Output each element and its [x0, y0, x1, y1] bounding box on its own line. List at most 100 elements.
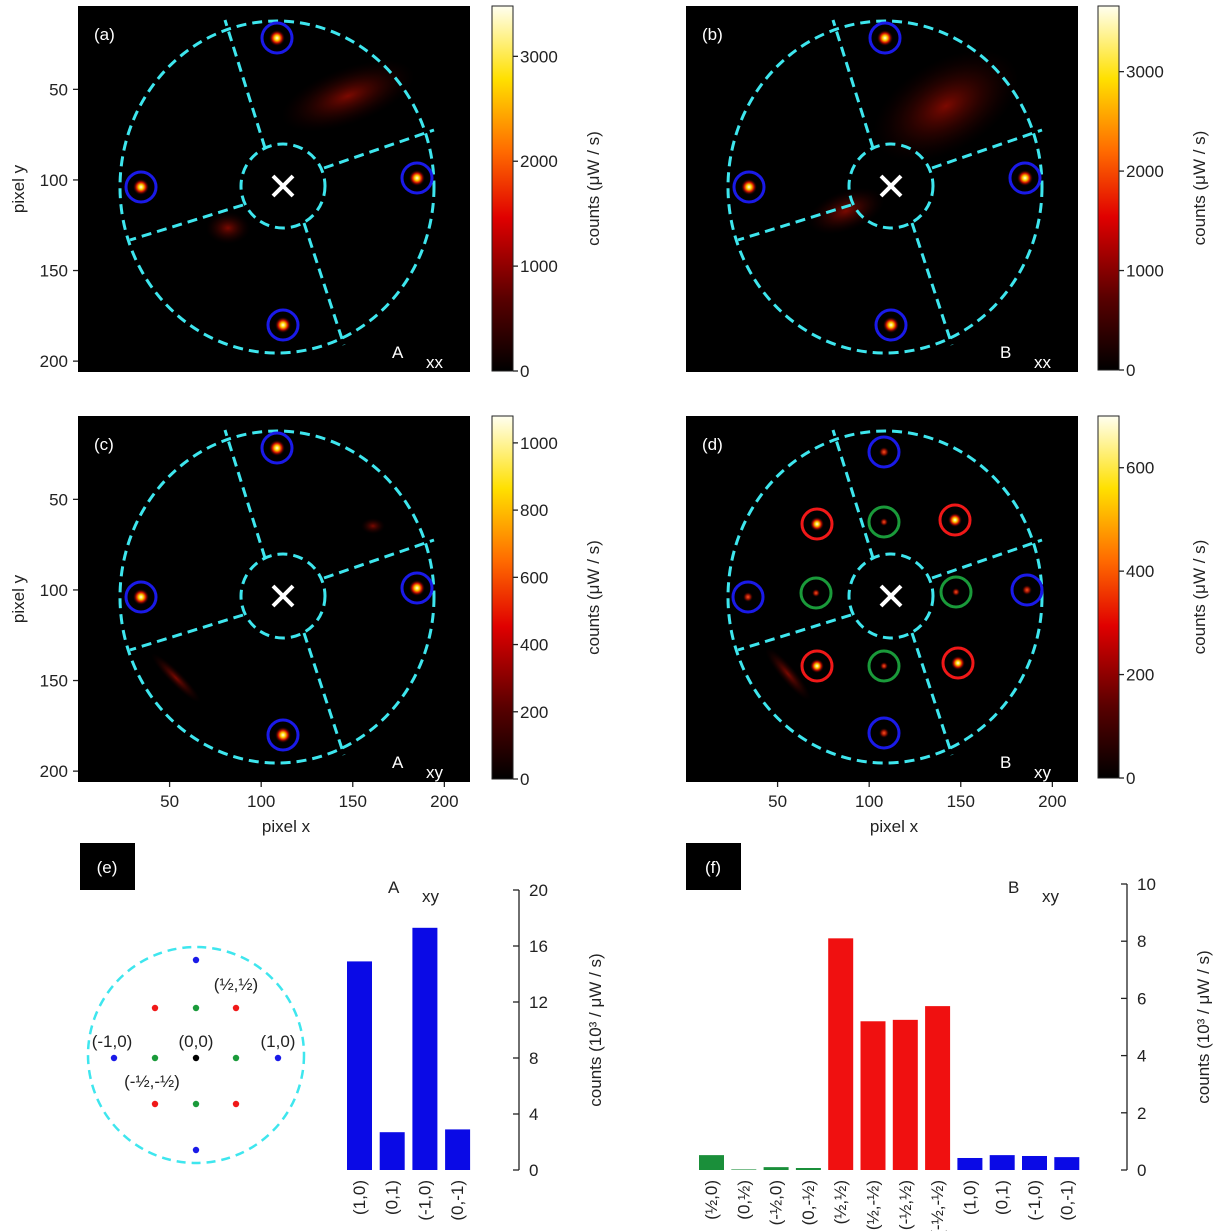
diagram-dot	[192, 1146, 200, 1154]
x-tick-label: (-1,0)	[415, 1180, 434, 1221]
panel-label: (f)	[705, 858, 721, 877]
spot	[1017, 170, 1033, 186]
bar	[763, 1167, 789, 1170]
y-tick-label: 6	[1137, 989, 1146, 1008]
x-axis-label: pixel x	[870, 817, 919, 836]
annotation: A	[392, 753, 404, 772]
panel-label-box	[686, 843, 741, 890]
y-tick-label: 0	[529, 1161, 538, 1180]
center-cross	[271, 584, 295, 608]
y-tick-label: 200	[40, 762, 68, 781]
x-tick-label: (-½,0)	[767, 1180, 786, 1225]
y-tick-label: 2	[1137, 1104, 1146, 1123]
ring	[732, 170, 766, 204]
annotation: A	[392, 343, 404, 362]
sector-boundary	[831, 429, 875, 559]
ring	[400, 571, 434, 605]
colorbar-tick-label: 400	[1126, 562, 1154, 581]
diagram-label: (1,0)	[261, 1032, 296, 1051]
ring	[867, 716, 901, 750]
spot	[741, 179, 757, 195]
ring	[800, 649, 834, 683]
center-cross	[879, 584, 903, 608]
colorbar-tick-label: 200	[520, 703, 548, 722]
bar	[957, 1157, 983, 1170]
sector-boundary	[737, 613, 852, 652]
spot	[409, 580, 425, 596]
panel-label: (b)	[702, 25, 723, 44]
annotation-subscript: xy	[426, 763, 444, 782]
annotation-subscript: xy	[1034, 763, 1052, 782]
spot	[880, 662, 888, 670]
spot	[133, 179, 149, 195]
spot	[409, 170, 425, 186]
sector-boundary	[737, 203, 852, 242]
x-tick-label: 50	[768, 792, 787, 811]
colorbar-tick-label: 1000	[520, 257, 558, 276]
spot	[812, 589, 820, 597]
bar	[892, 1019, 918, 1170]
inner-region	[239, 142, 327, 230]
ring	[867, 649, 901, 683]
ring	[800, 507, 834, 541]
spot	[275, 317, 291, 333]
spot	[952, 588, 960, 596]
colorbar-tick-label: 1000	[520, 434, 558, 453]
colorbar-tick-label: 2000	[520, 152, 558, 171]
x-tick-label: (0,-½)	[799, 1180, 818, 1225]
outer-region	[726, 19, 1044, 355]
spot	[743, 592, 753, 602]
inner-region	[239, 552, 327, 640]
y-tick-label: 0	[1137, 1161, 1146, 1180]
x-tick-label: (0,1)	[383, 1180, 402, 1215]
annotation: A	[388, 878, 400, 897]
diagram-label: (½,½)	[214, 975, 258, 994]
diagram-dot	[192, 1100, 200, 1108]
haze	[206, 212, 250, 244]
x-tick-label: (-½,-½)	[928, 1180, 947, 1231]
ring	[799, 576, 833, 610]
spot	[810, 517, 824, 531]
y-axis-label: pixel y	[9, 574, 28, 623]
panel-label-box	[80, 843, 135, 890]
spot	[1022, 585, 1032, 595]
x-tick-label: (0,-1)	[1057, 1180, 1076, 1221]
ring	[938, 503, 972, 537]
panel-label: (a)	[94, 25, 115, 44]
bar	[989, 1155, 1015, 1170]
ring	[874, 308, 908, 342]
colorbar-tick-label: 0	[1126, 361, 1135, 380]
colorbar-label: counts (μW / s)	[1190, 131, 1209, 246]
ring	[941, 646, 975, 680]
colorbar-label: counts (μW / s)	[584, 131, 603, 246]
sector-boundary	[831, 19, 875, 149]
annotation-subscript: xy	[1042, 887, 1060, 906]
y-tick-label: 8	[1137, 932, 1146, 951]
ring	[266, 308, 300, 342]
y-tick-label: 50	[49, 80, 68, 99]
colorbar-tick-label: 0	[520, 362, 529, 381]
center-cross	[879, 174, 903, 198]
x-tick-label: (0,1)	[993, 1180, 1012, 1215]
colorbar	[491, 5, 514, 372]
panel-label: (c)	[94, 435, 114, 454]
x-tick-label: (1,0)	[350, 1180, 369, 1215]
y-tick-label: 4	[529, 1105, 538, 1124]
colorbar-tick-label: 3000	[1126, 63, 1164, 82]
annotation: B	[1000, 343, 1011, 362]
x-tick-label: (0,½)	[734, 1180, 753, 1220]
colorbar-label: counts (μW / s)	[584, 540, 603, 655]
x-tick-label: 200	[430, 792, 458, 811]
annotation-subscript: xy	[422, 887, 440, 906]
sector-boundary	[323, 128, 435, 170]
haze	[765, 647, 811, 701]
x-tick-label: 100	[855, 792, 883, 811]
diagram-dot	[232, 1004, 240, 1012]
colorbar-tick-label: 0	[1126, 769, 1135, 788]
bar	[828, 938, 854, 1170]
x-tick-label: 100	[247, 792, 275, 811]
ring	[124, 170, 158, 204]
colorbar-tick-label: 3000	[520, 47, 558, 66]
sector-boundary	[302, 632, 346, 756]
diagram-dot	[192, 1004, 200, 1012]
